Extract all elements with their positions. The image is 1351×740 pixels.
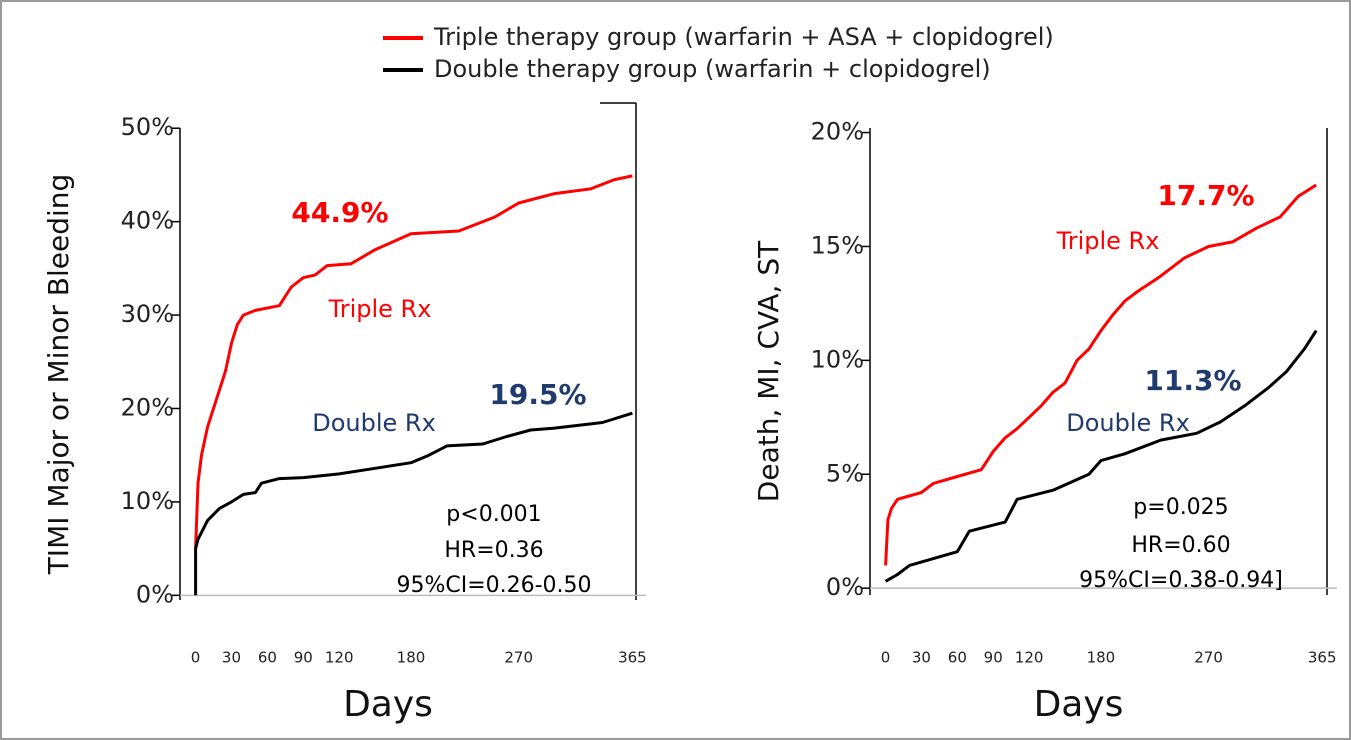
x-axis-label: Days xyxy=(1034,684,1124,725)
y-tick-label: 30% xyxy=(121,300,174,328)
x-tick-label: 90 xyxy=(294,649,313,667)
x-tick-label: 270 xyxy=(504,649,533,667)
x-tick-label: 30 xyxy=(222,649,241,667)
plot: 0% 5% 10% 15% 20% 0 30 60 90 120 180 270 365 Days Deat… xyxy=(752,118,1337,725)
x-tick-label: 365 xyxy=(618,649,647,667)
x-tick-label: 30 xyxy=(912,649,931,667)
annotation: HR=0.60 xyxy=(1131,533,1230,558)
x-tick-label: 60 xyxy=(948,649,967,667)
series-label: Triple Rx xyxy=(328,295,432,323)
x-tick-label: 180 xyxy=(1087,649,1116,667)
annotation: 95%CI=0.26-0.50 xyxy=(396,573,591,598)
annotation: 11.3% xyxy=(1144,364,1241,397)
y-tick-label: 40% xyxy=(121,207,174,235)
x-tick-label: 0 xyxy=(881,649,891,667)
x-axis-label: Days xyxy=(343,684,433,725)
series-label: Triple Rx xyxy=(1056,227,1160,255)
y-tick-label: 10% xyxy=(811,345,864,373)
legend-label: Triple therapy group (warfarin + ASA + c… xyxy=(433,23,1054,51)
x-tick-label: 60 xyxy=(258,649,277,667)
y-tick-label: 5% xyxy=(826,459,864,487)
annotation: p=0.025 xyxy=(1133,495,1228,520)
series-line xyxy=(884,183,1318,566)
annotation: 44.9% xyxy=(291,196,388,229)
x-tick-label: 270 xyxy=(1194,649,1223,667)
y-tick-label: 0% xyxy=(136,580,174,608)
y-axis-label: TIMI Major or Minor Bleeding xyxy=(42,174,75,576)
x-tick-label: 365 xyxy=(1308,649,1337,667)
series-line xyxy=(194,411,633,596)
annotation: HR=0.36 xyxy=(444,538,543,563)
x-tick-label: 120 xyxy=(1015,649,1044,667)
annotation: 17.7% xyxy=(1157,179,1254,212)
y-tick-label: 15% xyxy=(811,231,864,259)
annotation: p<0.001 xyxy=(446,502,541,527)
series-line xyxy=(194,174,633,549)
y-tick-label: 0% xyxy=(826,573,864,601)
y-tick-label: 20% xyxy=(811,118,864,146)
y-tick-label: 20% xyxy=(121,393,174,421)
series-label: Double Rx xyxy=(312,409,436,437)
annotation: 95%CI=0.38-0.94] xyxy=(1079,568,1283,593)
x-tick-label: 120 xyxy=(325,649,354,667)
x-tick-label: 90 xyxy=(984,649,1003,667)
y-tick-label: 10% xyxy=(121,487,174,515)
y-tick-label: 50% xyxy=(121,113,174,141)
plot: 0% 10% 20% 30% 40% 50% 0 30 60 90 120 180 270 365 Days… xyxy=(42,102,647,725)
y-axis-label: Death, MI, CVA, ST xyxy=(752,240,785,502)
legend-label: Double therapy group (warfarin + clopido… xyxy=(434,55,991,83)
series-line xyxy=(884,329,1318,583)
annotation: 19.5% xyxy=(489,378,586,411)
series-label: Double Rx xyxy=(1066,409,1190,437)
x-tick-label: 180 xyxy=(397,649,426,667)
x-tick-label: 0 xyxy=(191,649,201,667)
